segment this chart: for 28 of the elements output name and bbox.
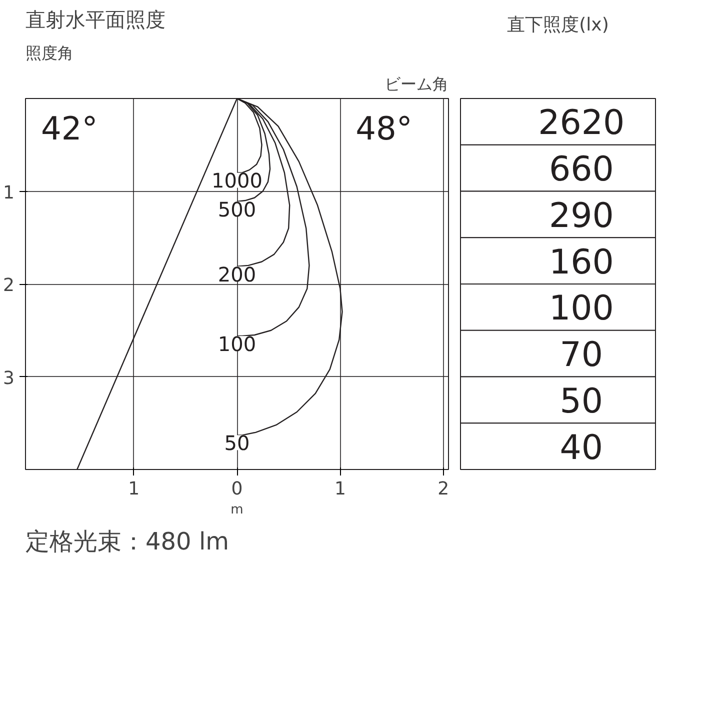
y-tick-label: 1: [3, 182, 14, 204]
data-label: 660: [548, 150, 614, 190]
annotation: 42°: [40, 110, 98, 148]
text: 直下照度(lx): [507, 14, 609, 36]
x-tick-label: 1: [334, 478, 346, 500]
annotation: 48°: [356, 110, 412, 148]
x-tick-label: 1: [128, 478, 140, 500]
series-label: 50: [224, 431, 250, 456]
series-label: 200: [218, 262, 256, 286]
series-label: 500: [218, 197, 256, 222]
data-label: 2620: [538, 103, 625, 144]
text: ビーム角: [384, 74, 448, 94]
data-label: 40: [560, 428, 604, 468]
y-tick-label: 3: [3, 368, 14, 389]
x-tick-label: 2: [438, 478, 450, 500]
x-tick-label: 0: [231, 478, 243, 500]
chart-title: 直射水平面照度: [26, 8, 166, 32]
text: 照度角: [26, 44, 74, 62]
data-label: 160: [548, 242, 614, 282]
data-label: 290: [548, 196, 614, 236]
series-label: 100: [218, 332, 256, 356]
text: 定格光束：480 lm: [26, 528, 229, 556]
y-tick-label: 2: [3, 275, 14, 296]
data-label: 50: [560, 381, 604, 422]
data-label: 100: [548, 288, 614, 329]
data-label: 70: [560, 335, 604, 376]
series-label: 1000: [212, 168, 262, 193]
x-axis-title: m: [230, 502, 244, 518]
